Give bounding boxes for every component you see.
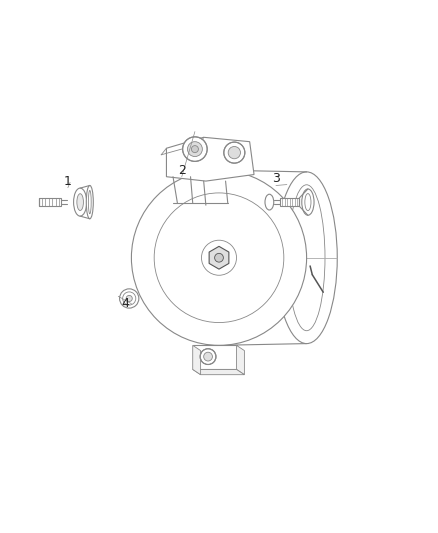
Circle shape: [204, 352, 212, 361]
Circle shape: [187, 142, 202, 157]
Polygon shape: [193, 345, 201, 375]
Circle shape: [228, 147, 240, 159]
Circle shape: [215, 253, 223, 262]
Circle shape: [224, 142, 245, 163]
Ellipse shape: [77, 193, 83, 211]
Polygon shape: [193, 345, 237, 369]
Circle shape: [191, 146, 198, 152]
Ellipse shape: [288, 185, 325, 330]
Polygon shape: [219, 170, 307, 345]
Ellipse shape: [265, 194, 274, 210]
Circle shape: [131, 170, 307, 345]
Polygon shape: [193, 369, 244, 375]
Circle shape: [183, 137, 207, 161]
Circle shape: [123, 292, 136, 305]
Circle shape: [126, 295, 132, 302]
Circle shape: [200, 349, 216, 365]
Polygon shape: [209, 246, 229, 269]
Ellipse shape: [86, 185, 93, 219]
Polygon shape: [280, 198, 299, 206]
Polygon shape: [237, 345, 244, 375]
Circle shape: [201, 240, 237, 275]
Text: 3: 3: [272, 172, 280, 185]
Ellipse shape: [74, 188, 87, 216]
Text: 2: 2: [178, 164, 186, 176]
Polygon shape: [166, 138, 254, 181]
Circle shape: [120, 289, 139, 308]
Text: 4: 4: [121, 297, 129, 310]
Ellipse shape: [302, 189, 314, 215]
Text: 1: 1: [64, 175, 72, 188]
Polygon shape: [39, 198, 61, 206]
Ellipse shape: [276, 172, 337, 344]
